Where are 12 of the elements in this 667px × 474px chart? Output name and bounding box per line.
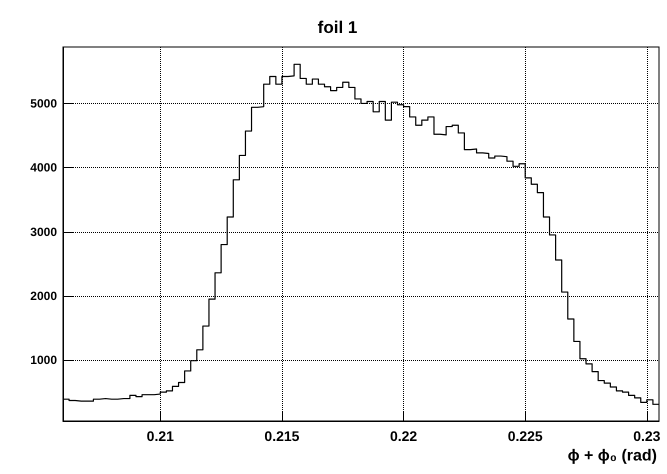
x-axis-title: ϕ + ϕ₀ (rad) [568,448,657,464]
x-tick-label: 0.22 [390,428,418,444]
chart-title: foil 1 [318,18,358,37]
y-tick-label: 2000 [30,288,58,303]
x-tick-label: 0.225 [508,428,543,444]
x-tick-label: 0.215 [264,428,300,444]
y-tick-label: 4000 [30,160,58,175]
x-tick-label: 0.21 [146,428,174,444]
y-tick-label: 1000 [30,353,58,368]
y-tick-label: 5000 [30,96,58,110]
y-tick-label: 3000 [30,224,58,239]
x-tick-label: 0.23 [633,428,661,444]
